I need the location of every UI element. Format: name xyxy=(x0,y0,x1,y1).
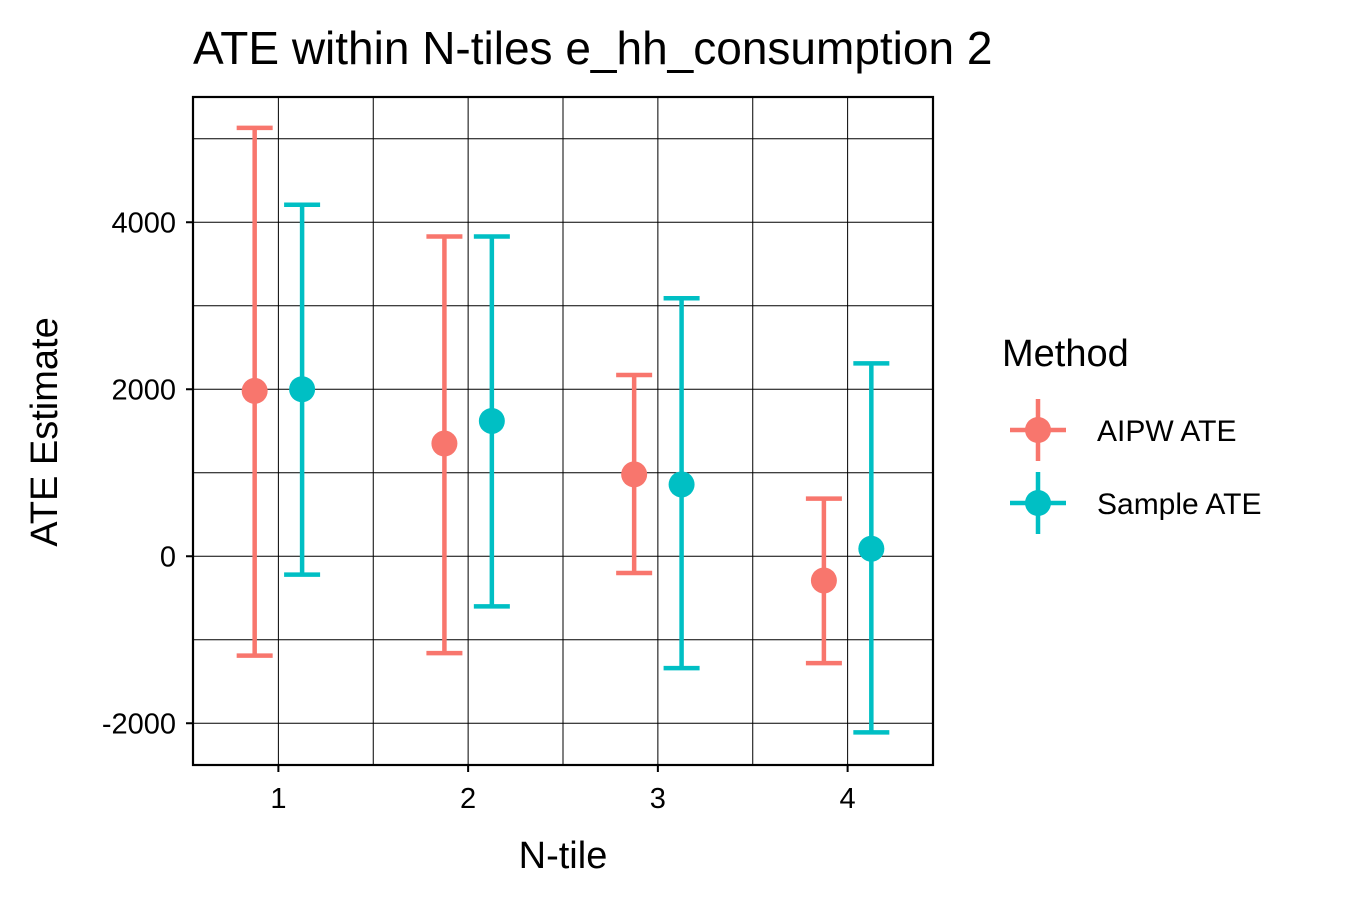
legend-label: Sample ATE xyxy=(1097,488,1262,521)
legend-label: AIPW ATE xyxy=(1097,415,1236,448)
plot-panel-border xyxy=(191,95,935,767)
errorbar-sample-ate xyxy=(473,234,510,609)
point-sample-ate xyxy=(668,471,695,498)
point-sample-ate xyxy=(858,535,885,562)
point-aipw-ate xyxy=(431,430,458,457)
point-sample-ate xyxy=(289,376,316,403)
y-axis-title: ATE Estimate xyxy=(24,317,66,546)
legend: Method AIPW ATE Sample ATE xyxy=(1002,333,1262,534)
errorbar-aipw-ate xyxy=(805,496,842,666)
point-aipw-ate xyxy=(621,461,648,488)
legend-key-sample-ate xyxy=(1010,472,1066,534)
marks-layer xyxy=(236,125,890,735)
errorbar-aipw-ate xyxy=(426,234,463,656)
x-tick-label: 3 xyxy=(650,783,666,815)
point-sample-ate xyxy=(478,407,505,434)
x-tick-label: 4 xyxy=(840,783,856,815)
grid-layer xyxy=(193,97,933,765)
x-tick-label: 2 xyxy=(460,783,476,815)
errorbar-sample-ate xyxy=(663,295,700,671)
legend-item-aipw-ate: AIPW ATE xyxy=(1010,399,1236,461)
chart-title: ATE within N-tiles e_hh_consumption 2 xyxy=(193,22,992,74)
errorbar-sample-ate xyxy=(853,361,890,735)
point-aipw-ate xyxy=(241,377,268,404)
x-axis-title: N-tile xyxy=(519,835,608,877)
legend-item-sample-ate: Sample ATE xyxy=(1010,472,1262,534)
x-tick-label: 1 xyxy=(270,783,286,815)
errorbar-aipw-ate xyxy=(616,372,653,576)
y-tick-label: 0 xyxy=(160,541,176,573)
legend-title: Method xyxy=(1002,333,1129,375)
point-aipw-ate xyxy=(810,567,837,594)
axis-layer: -2000 0 2000 4000 1 2 3 4 xyxy=(102,207,856,815)
y-tick-label: -2000 xyxy=(102,708,176,740)
errorbar-sample-ate xyxy=(284,202,321,577)
legend-key-aipw-ate xyxy=(1010,399,1066,461)
y-tick-label: 4000 xyxy=(111,207,176,239)
errorbar-aipw-ate xyxy=(236,125,273,658)
y-tick-label: 2000 xyxy=(111,374,176,406)
